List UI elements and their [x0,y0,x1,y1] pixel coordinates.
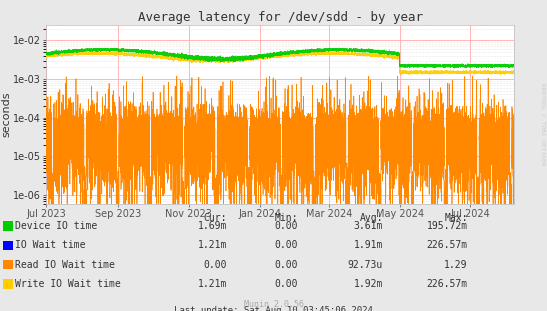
Text: 0.00: 0.00 [275,221,298,231]
Text: 0.00: 0.00 [275,260,298,270]
Text: Last update: Sat Aug 10 03:45:06 2024: Last update: Sat Aug 10 03:45:06 2024 [174,306,373,311]
Text: 3.61m: 3.61m [353,221,383,231]
Text: 1.21m: 1.21m [197,240,227,250]
Text: 1.91m: 1.91m [353,240,383,250]
Text: 1.69m: 1.69m [197,221,227,231]
Text: IO Wait time: IO Wait time [15,240,85,250]
Text: Munin 2.0.56: Munin 2.0.56 [243,300,304,309]
Text: Max:: Max: [444,213,468,223]
Text: Write IO Wait time: Write IO Wait time [15,279,120,289]
Text: Read IO Wait time: Read IO Wait time [15,260,115,270]
Text: 0.00: 0.00 [275,279,298,289]
Text: 92.73u: 92.73u [348,260,383,270]
Text: 1.29: 1.29 [444,260,468,270]
Text: Device IO time: Device IO time [15,221,97,231]
Text: Avg:: Avg: [359,213,383,223]
Y-axis label: seconds: seconds [2,91,11,137]
Text: 226.57m: 226.57m [427,279,468,289]
Title: Average latency for /dev/sdd - by year: Average latency for /dev/sdd - by year [138,11,423,24]
Text: 1.92m: 1.92m [353,279,383,289]
Text: RRDTOOL / TOBI OETIKER: RRDTOOL / TOBI OETIKER [541,83,546,166]
Text: 195.72m: 195.72m [427,221,468,231]
Text: 226.57m: 226.57m [427,240,468,250]
Text: Min:: Min: [275,213,298,223]
Text: Cur:: Cur: [203,213,227,223]
Text: 0.00: 0.00 [275,240,298,250]
Text: 1.21m: 1.21m [197,279,227,289]
Text: 0.00: 0.00 [203,260,227,270]
